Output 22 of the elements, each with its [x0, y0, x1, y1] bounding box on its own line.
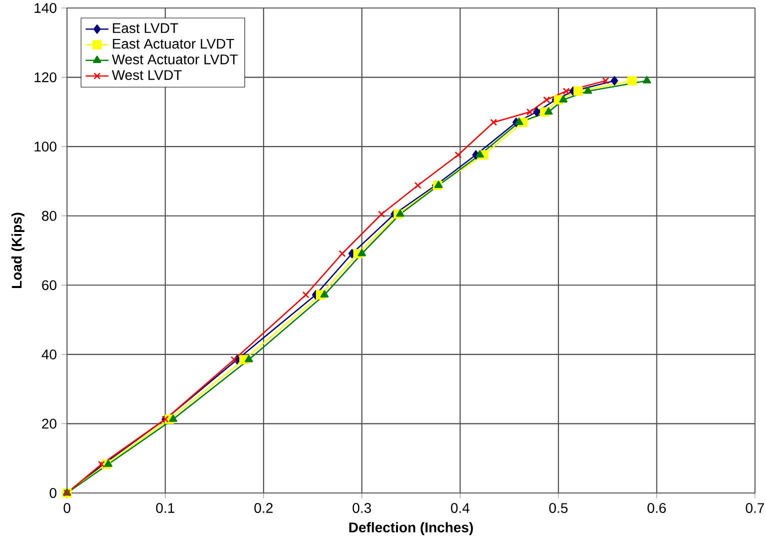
- x-tick-label: 0.5: [549, 503, 568, 513]
- x-tick-label: 0.4: [450, 503, 470, 513]
- x-axis-title: Deflection (Inches): [349, 522, 473, 536]
- legend-label: East LVDT: [112, 23, 178, 34]
- x-tick-label: 0: [64, 503, 70, 513]
- legend-label: East Actuator LVDT: [112, 38, 234, 49]
- y-tick-label: 140: [34, 3, 56, 13]
- x-tick-label: 0.6: [648, 503, 666, 513]
- x-tick-label: 0.1: [156, 503, 174, 513]
- x-tick-label: 0.3: [352, 503, 371, 513]
- legend-label: West Actuator LVDT: [112, 54, 238, 64]
- x-tick-label: 0.7: [746, 503, 764, 513]
- x-tick-label: 0.2: [254, 503, 273, 513]
- legend-label: West LVDT: [112, 70, 182, 80]
- y-tick-label: 60: [42, 280, 56, 290]
- y-tick-label: 100: [34, 142, 56, 152]
- y-tick-label: 20: [42, 418, 56, 429]
- y-tick-label: 40: [42, 349, 56, 360]
- y-tick-label: 80: [42, 210, 56, 221]
- y-tick-label: 120: [34, 72, 56, 82]
- y-tick-label: 0: [50, 488, 56, 498]
- y-axis-title: Load (Kips): [11, 212, 24, 288]
